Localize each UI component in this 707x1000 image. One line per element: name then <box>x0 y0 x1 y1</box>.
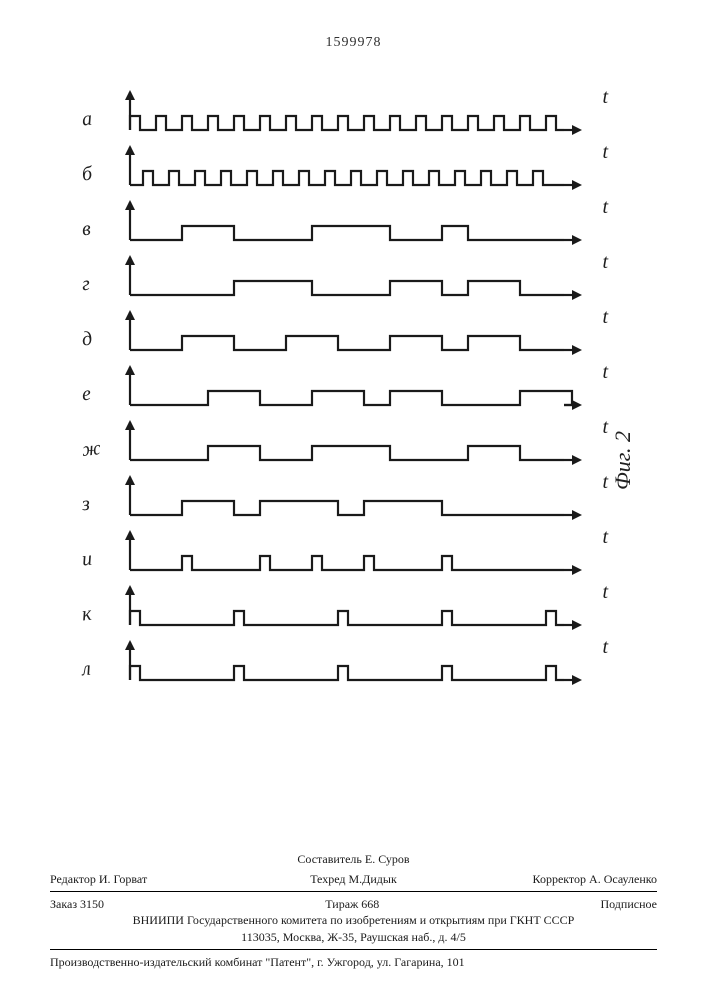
time-axis-label: t <box>602 526 608 549</box>
signal-label: д <box>81 328 93 352</box>
editor-name: Редактор И. Горват <box>50 871 250 887</box>
footer-block: Составитель Е. Суров Редактор И. Горват … <box>50 851 657 970</box>
institute-line-1: ВНИИПИ Государственного комитета по изоб… <box>50 912 657 928</box>
time-axis-label: t <box>602 251 608 274</box>
time-axis-label: t <box>602 581 608 604</box>
subscript-label: Подписное <box>600 896 657 912</box>
compiler-line: Составитель Е. Суров <box>50 851 657 867</box>
figure-label: Фиг. 2 <box>610 431 636 490</box>
signal-label: к <box>81 603 93 627</box>
time-axis-label: t <box>602 86 608 109</box>
signal-label: б <box>81 163 93 187</box>
signal-label: и <box>81 548 93 572</box>
signal-row: еt <box>110 365 590 420</box>
separator-line-2 <box>50 949 657 950</box>
signal-label: г <box>81 273 91 297</box>
signal-row: аt <box>110 90 590 145</box>
signal-row: бt <box>110 145 590 200</box>
institute-line-2: 113035, Москва, Ж-35, Раушская наб., д. … <box>50 929 657 945</box>
signal-row: зt <box>110 475 590 530</box>
signal-row: дt <box>110 310 590 365</box>
time-axis-label: t <box>602 636 608 659</box>
time-axis-label: t <box>602 361 608 384</box>
corrector-name: Корректор А. Осауленко <box>457 871 657 887</box>
signal-row: вt <box>110 200 590 255</box>
signal-label: а <box>81 108 93 132</box>
patent-number: 1599978 <box>0 35 707 51</box>
signal-row: лt <box>110 640 590 695</box>
time-axis-label: t <box>602 306 608 329</box>
signal-label: в <box>81 218 92 242</box>
signal-row: жt <box>110 420 590 475</box>
signal-label: ж <box>81 437 102 462</box>
time-axis-label: t <box>602 416 608 439</box>
page: 1599978 аt бt вt гt дt <box>0 0 707 1000</box>
signal-row: иt <box>110 530 590 585</box>
tirage-number: Тираж 668 <box>325 896 379 912</box>
signal-label: е <box>81 383 92 407</box>
signal-row: гt <box>110 255 590 310</box>
techred-name: Техред М.Дидык <box>253 871 453 887</box>
timing-diagram: аt бt вt гt дt <box>110 90 590 810</box>
printer-line: Производственно-издательский комбинат "П… <box>50 954 657 970</box>
time-axis-label: t <box>602 196 608 219</box>
signal-label: л <box>81 658 92 682</box>
time-axis-label: t <box>602 141 608 164</box>
time-axis-label: t <box>602 471 608 494</box>
separator-line <box>50 891 657 892</box>
order-number: Заказ 3150 <box>50 896 104 912</box>
signal-label: з <box>81 493 91 517</box>
signal-row: кt <box>110 585 590 640</box>
